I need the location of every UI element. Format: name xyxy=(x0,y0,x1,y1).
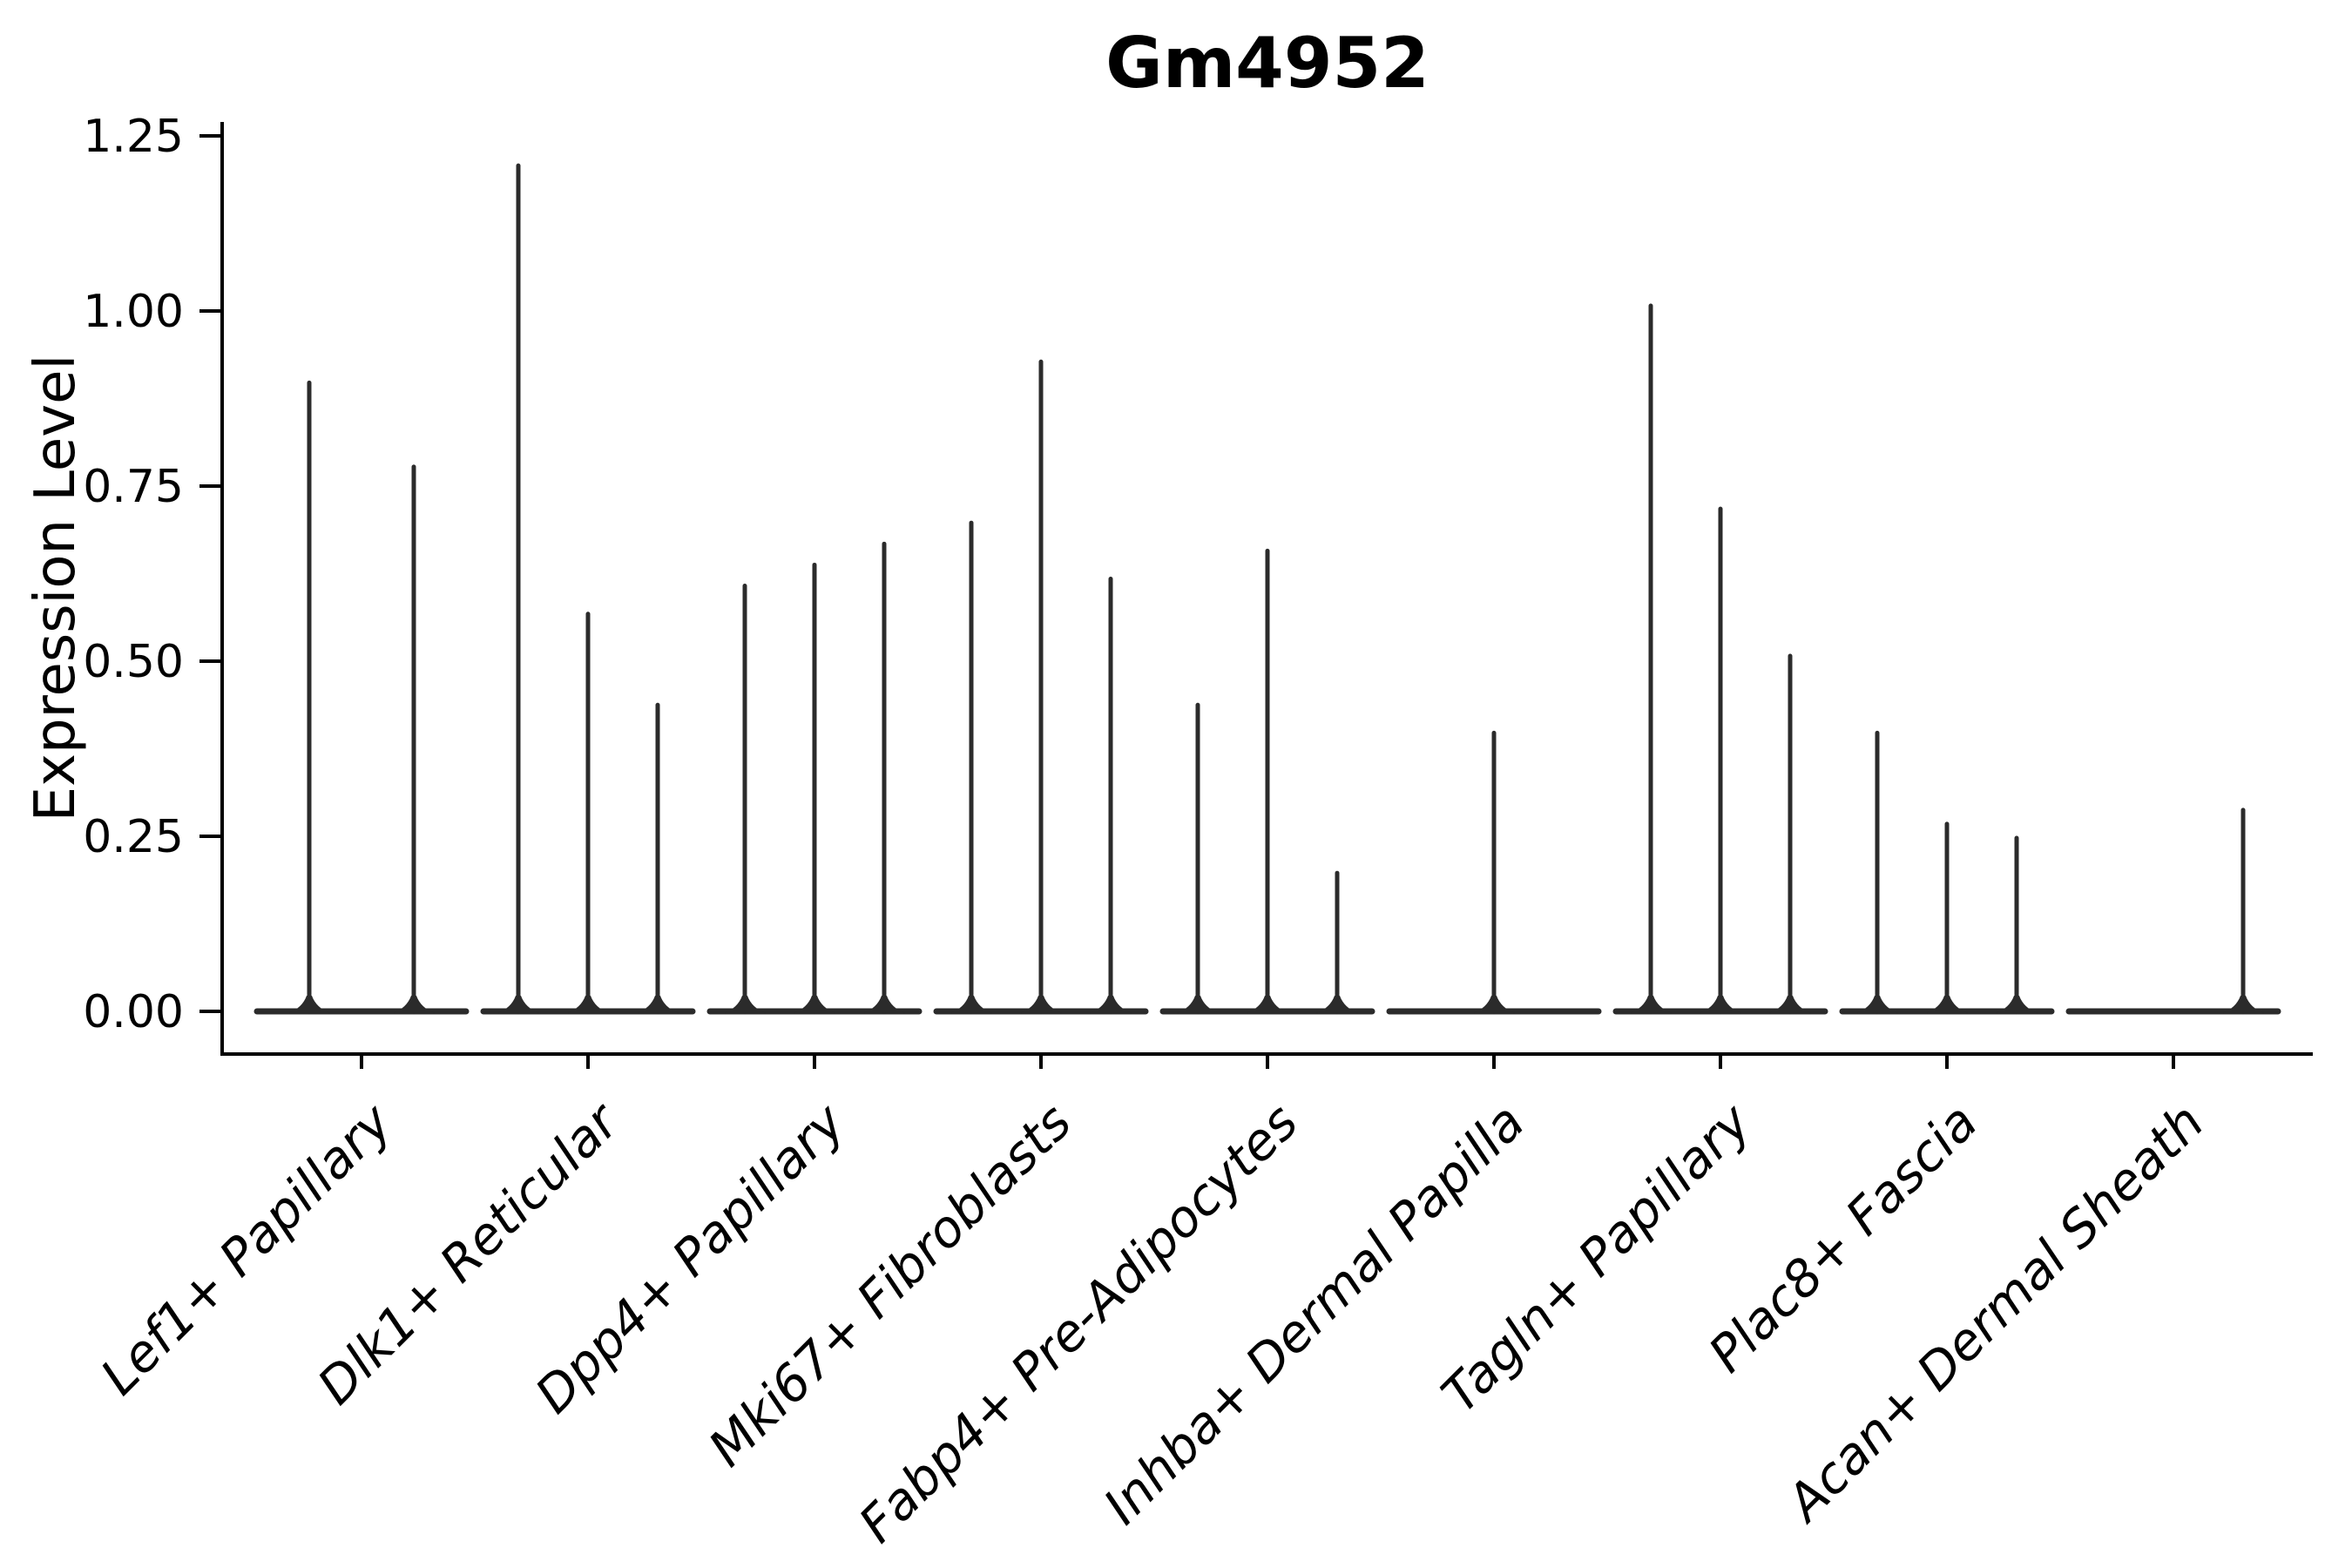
x-tick-label: Fabp4+ Pre-Adipocytes xyxy=(848,1092,1309,1554)
y-axis-label: Expression Level xyxy=(24,355,88,822)
y-tick-label: 0.00 xyxy=(83,986,184,1038)
violin-group xyxy=(2065,808,2281,1015)
violin-layer xyxy=(253,163,2281,1015)
y-tick-label: 1.25 xyxy=(83,111,184,163)
y-tick-label: 1.00 xyxy=(83,286,184,338)
chart-title: Gm4952 xyxy=(1105,23,1429,104)
x-tick-label: Mki67+ Fibroblasts xyxy=(697,1092,1083,1478)
violin-group xyxy=(1612,303,1828,1015)
violin-group xyxy=(706,541,923,1015)
violin-group xyxy=(1839,730,2055,1015)
y-tick-label: 0.50 xyxy=(83,636,184,688)
violin-group xyxy=(253,380,470,1015)
violin-group xyxy=(480,163,696,1015)
y-tick-label: 0.25 xyxy=(83,811,184,863)
x-tick-label: Acan+ Dermal Sheath xyxy=(1773,1092,2215,1535)
violin-group xyxy=(1159,548,1375,1015)
x-tick-label: Inhba+ Dermal Papilla xyxy=(1092,1092,1536,1536)
y-tick-label: 0.75 xyxy=(83,461,184,513)
violin-group xyxy=(1386,730,1602,1015)
violin-group xyxy=(933,359,1149,1015)
